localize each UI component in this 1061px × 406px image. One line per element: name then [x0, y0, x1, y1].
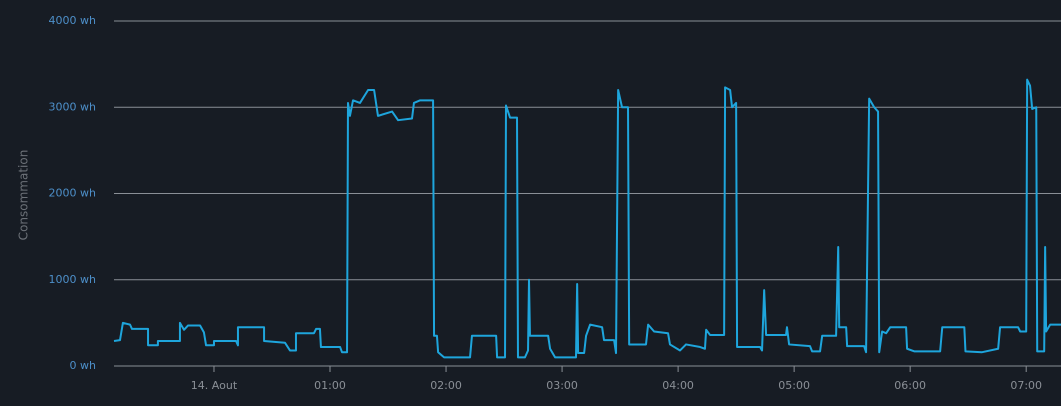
y-tick-label: 0 wh: [70, 359, 96, 372]
y-tick-label: 3000 wh: [49, 100, 96, 113]
x-tick-label: 14. Aout: [191, 379, 238, 392]
x-tick-label: 01:00: [314, 379, 346, 392]
y-tick-label: 1000 wh: [49, 273, 96, 286]
x-tick-label: 02:00: [430, 379, 462, 392]
y-tick-label: 4000 wh: [49, 14, 96, 27]
y-axis-title: Consommation: [17, 150, 31, 241]
data-line: [113, 78, 1061, 359]
x-tick-label: 07:00: [1010, 379, 1042, 392]
x-tick-label: 03:00: [546, 379, 578, 392]
y-tick-label: 2000 wh: [49, 187, 96, 200]
x-tick-label: 05:00: [778, 379, 810, 392]
x-tick-label: 06:00: [894, 379, 926, 392]
x-tick-label: 04:00: [662, 379, 694, 392]
